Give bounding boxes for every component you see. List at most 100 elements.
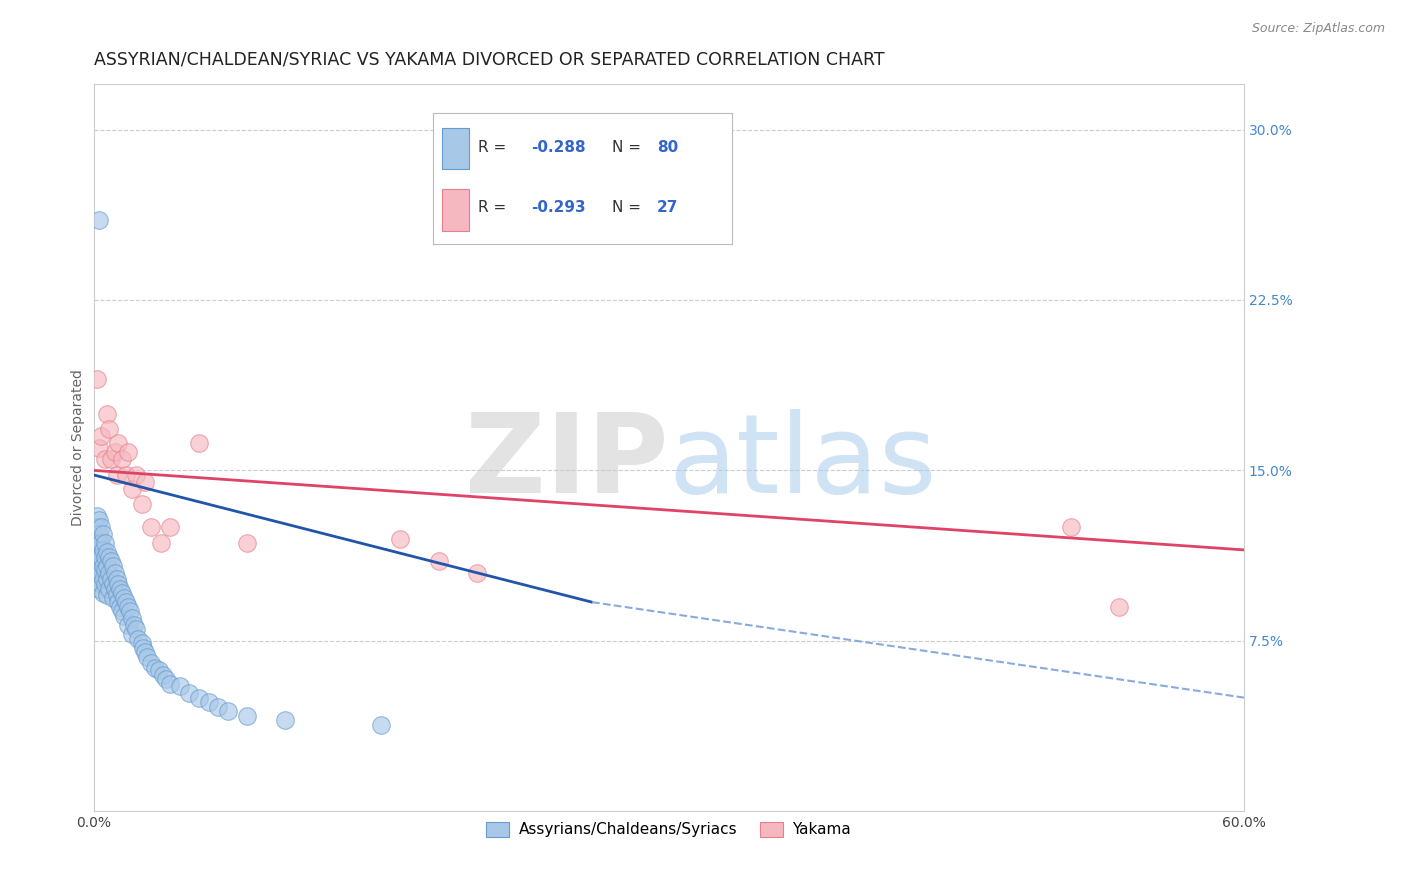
- Point: [100, 452, 122, 467]
- Point: [1060, 520, 1083, 534]
- Point: [121, 627, 143, 641]
- Point: [188, 690, 211, 705]
- Point: [96, 588, 118, 602]
- Point: [122, 618, 145, 632]
- Point: [89, 558, 111, 573]
- Point: [134, 475, 156, 489]
- Point: [111, 452, 134, 467]
- Point: [236, 708, 259, 723]
- Point: [96, 545, 118, 559]
- Point: [107, 577, 129, 591]
- Point: [115, 467, 138, 482]
- Point: [159, 677, 181, 691]
- Point: [110, 582, 132, 596]
- Point: [86, 372, 108, 386]
- Point: [104, 566, 127, 580]
- Point: [97, 566, 120, 580]
- Point: [105, 588, 128, 602]
- Point: [89, 513, 111, 527]
- Point: [89, 549, 111, 564]
- Point: [139, 520, 162, 534]
- Point: [94, 577, 117, 591]
- Point: [118, 604, 141, 618]
- Point: [188, 436, 211, 450]
- Point: [90, 536, 112, 550]
- Point: [97, 549, 120, 564]
- Point: [94, 452, 117, 467]
- Point: [104, 582, 127, 596]
- Point: [94, 549, 117, 564]
- Point: [155, 673, 177, 687]
- Point: [91, 542, 114, 557]
- Point: [101, 558, 124, 573]
- Point: [1108, 599, 1130, 614]
- Point: [427, 554, 450, 568]
- Point: [159, 520, 181, 534]
- Point: [179, 686, 201, 700]
- Point: [86, 520, 108, 534]
- Point: [148, 663, 170, 677]
- Point: [91, 586, 114, 600]
- Point: [115, 595, 138, 609]
- Point: [90, 549, 112, 564]
- Point: [134, 645, 156, 659]
- Point: [105, 467, 128, 482]
- Point: [207, 699, 229, 714]
- Point: [132, 640, 155, 655]
- Point: [104, 445, 127, 459]
- Point: [112, 608, 135, 623]
- Point: [125, 623, 148, 637]
- Point: [131, 636, 153, 650]
- Point: [111, 586, 134, 600]
- Point: [100, 573, 122, 587]
- Point: [105, 573, 128, 587]
- Point: [107, 436, 129, 450]
- Point: [90, 520, 112, 534]
- Point: [389, 532, 412, 546]
- Point: [143, 661, 166, 675]
- Point: [100, 554, 122, 568]
- Point: [136, 649, 159, 664]
- Point: [217, 704, 239, 718]
- Point: [274, 714, 297, 728]
- Point: [127, 632, 149, 646]
- Text: ASSYRIAN/CHALDEAN/SYRIAC VS YAKAMA DIVORCED OR SEPARATED CORRELATION CHART: ASSYRIAN/CHALDEAN/SYRIAC VS YAKAMA DIVOR…: [94, 51, 884, 69]
- Point: [117, 618, 139, 632]
- Point: [97, 582, 120, 596]
- Y-axis label: Divorced or Separated: Divorced or Separated: [72, 369, 86, 526]
- Legend: Assyrians/Chaldeans/Syriacs, Yakama: Assyrians/Chaldeans/Syriacs, Yakama: [481, 816, 858, 844]
- Text: Source: ZipAtlas.com: Source: ZipAtlas.com: [1251, 22, 1385, 36]
- Point: [197, 695, 219, 709]
- Point: [101, 591, 124, 605]
- Point: [236, 536, 259, 550]
- Point: [139, 657, 162, 671]
- Point: [121, 482, 143, 496]
- Point: [89, 527, 111, 541]
- Point: [89, 213, 111, 227]
- Point: [107, 595, 129, 609]
- Point: [125, 467, 148, 482]
- Text: atlas: atlas: [669, 409, 938, 516]
- Point: [89, 582, 111, 596]
- Point: [112, 591, 135, 605]
- Point: [90, 577, 112, 591]
- Point: [96, 573, 118, 587]
- Point: [97, 422, 120, 436]
- Point: [90, 429, 112, 443]
- Point: [90, 566, 112, 580]
- Point: [89, 536, 111, 550]
- Point: [94, 563, 117, 577]
- Point: [86, 542, 108, 557]
- Point: [89, 573, 111, 587]
- Point: [91, 573, 114, 587]
- Point: [86, 554, 108, 568]
- Point: [169, 679, 191, 693]
- Point: [110, 599, 132, 614]
- Point: [131, 498, 153, 512]
- Point: [91, 527, 114, 541]
- Point: [121, 611, 143, 625]
- Point: [465, 566, 488, 580]
- Point: [89, 441, 111, 455]
- Point: [152, 668, 174, 682]
- Point: [111, 604, 134, 618]
